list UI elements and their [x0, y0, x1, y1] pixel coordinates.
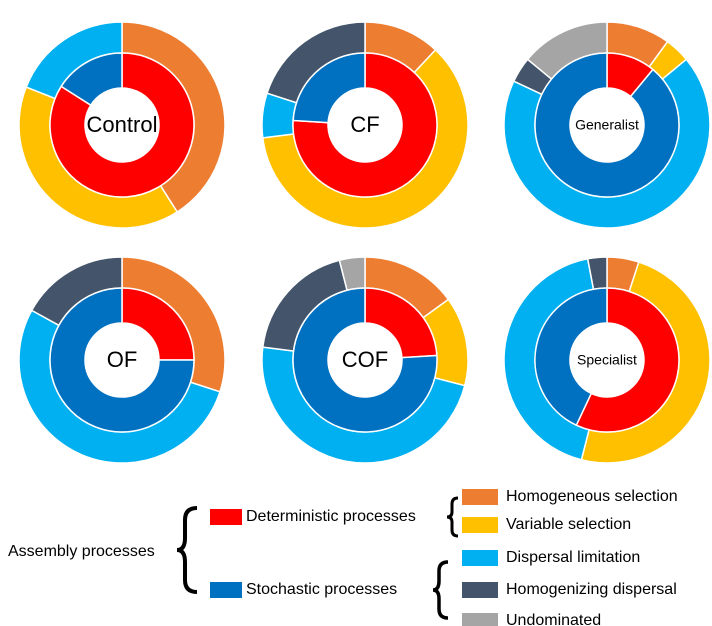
ring-segment [49, 287, 195, 433]
chart-title: Control [87, 112, 158, 137]
chart-title: CF [350, 112, 379, 137]
brace [176, 506, 198, 594]
legend-swatch [210, 509, 242, 525]
ring-segment [292, 52, 438, 198]
legend-label: Stochastic processes [246, 581, 397, 598]
chart-title: Generalist [575, 117, 639, 133]
brace [432, 560, 449, 620]
legend-swatch [462, 613, 498, 626]
legend-label: Deterministic processes [246, 508, 416, 525]
ring-segment [49, 52, 195, 198]
ring-segment [292, 52, 366, 124]
legend-label: Homogeneous selection [506, 488, 678, 505]
legend-label: Variable selection [506, 516, 631, 533]
ring-segment [534, 287, 608, 427]
legend-swatch [462, 489, 498, 505]
legend-swatch [462, 550, 498, 566]
legend-title: Assembly processes [8, 543, 155, 560]
ring-segment [60, 52, 123, 107]
ring-segment [575, 287, 680, 433]
legend-swatch [462, 517, 498, 533]
chart-title: Specialist [577, 352, 637, 368]
legend-label: Homogenizing dispersal [506, 581, 677, 598]
ring-segment [534, 52, 680, 198]
legend-swatch [210, 582, 242, 598]
chart-title: COF [342, 347, 388, 372]
chart-title: OF [107, 347, 138, 372]
brace [446, 496, 459, 538]
legend-label: Undominated [506, 612, 601, 626]
legend-swatch [462, 582, 498, 598]
ring-segment [292, 287, 438, 433]
legend-label: Dispersal limitation [506, 549, 640, 566]
